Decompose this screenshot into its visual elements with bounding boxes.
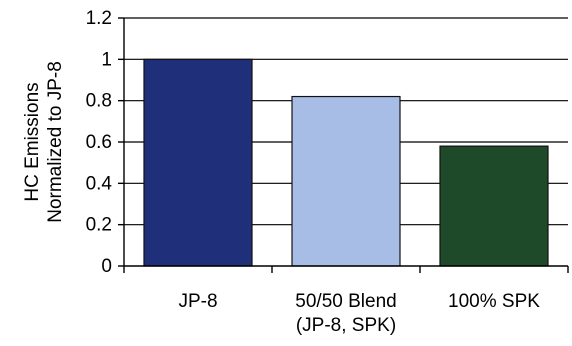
y-tick-label: 0.8 — [86, 91, 112, 112]
bar-2 — [291, 95, 401, 267]
y-axis-title-text: HC Emissions Normalized to JP-8 — [22, 61, 66, 223]
y-tick-label: 0.4 — [86, 173, 113, 194]
y-tick-labels: 0 0.2 0.4 0.6 0.8 1 1.2 — [86, 8, 113, 277]
bars — [143, 58, 549, 267]
y-tick-label: 1.2 — [86, 8, 112, 29]
x-category-label: 50/50 Blend (JP-8, SPK) — [295, 291, 396, 336]
y-tick-label: 1 — [101, 49, 112, 70]
x-category-label: 100% SPK — [448, 291, 540, 312]
bar-3 — [439, 145, 549, 267]
y-tick-label: 0.2 — [86, 215, 112, 236]
x-category-label: JP-8 — [178, 291, 217, 312]
y-tick-label: 0.6 — [86, 132, 112, 153]
bar-1 — [143, 58, 253, 267]
axes — [118, 17, 569, 273]
x-category-labels: JP-8 50/50 Blend (JP-8, SPK) 100% SPK — [178, 291, 540, 336]
y-axis-title: HC Emissions Normalized to JP-8 — [22, 61, 66, 223]
y-tick-label: 0 — [101, 256, 112, 277]
